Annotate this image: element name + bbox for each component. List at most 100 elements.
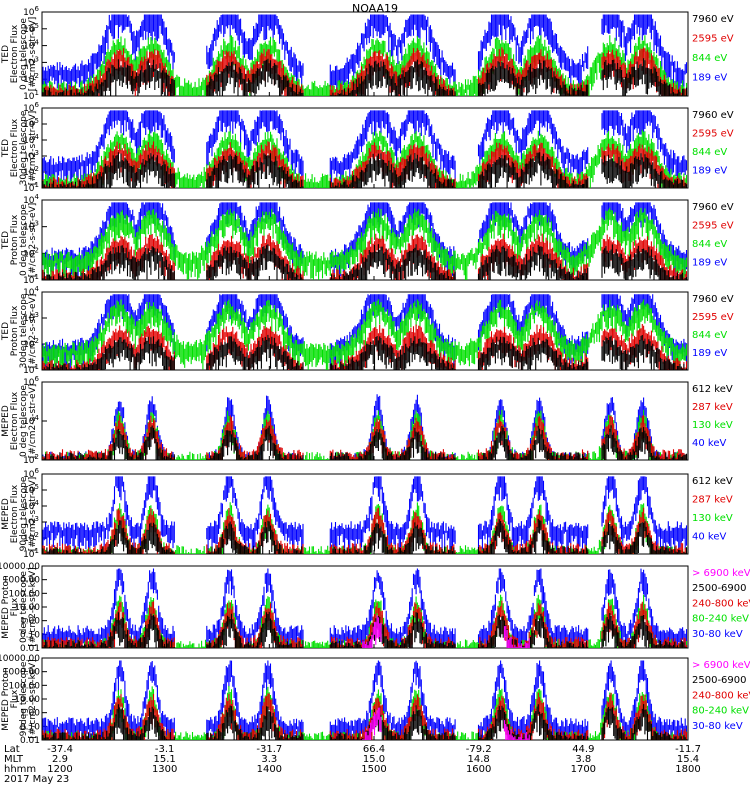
series-black xyxy=(42,58,688,96)
y-tick-label: 0.10 xyxy=(20,630,40,640)
y-tick-label: 0.01 xyxy=(20,644,40,654)
y-tick-label: 103 xyxy=(23,55,39,68)
x-tick-mlt: 15.1 xyxy=(154,754,176,765)
legend-entry: 189 eV xyxy=(692,258,727,269)
y-tick-label: 104 xyxy=(23,285,39,298)
y-tick-label: 103 xyxy=(23,515,39,528)
y-tick-label: 102 xyxy=(23,246,39,259)
y-tick-label: 102 xyxy=(23,337,39,350)
series-magenta xyxy=(362,707,530,740)
series-black xyxy=(42,611,688,648)
legend-entry: 844 eV xyxy=(692,53,727,64)
y-tick-label: 102 xyxy=(23,453,39,466)
y-axis-label-line: 30deg telescope xyxy=(19,293,29,368)
series-blue xyxy=(42,14,688,96)
legend-entry: 80-240 keV xyxy=(692,614,749,625)
y-tick-label: 106 xyxy=(23,375,39,388)
legend-entry: 612 keV xyxy=(692,384,733,395)
x-tick-hhmm: 1400 xyxy=(257,764,282,775)
legend-entry: 240-800 keV xyxy=(692,598,750,609)
panel-1: 101 102 103 104 105 106 TED Electron Flux 0 deg … xyxy=(1,5,734,102)
legend-entry: 844 eV xyxy=(692,147,727,158)
y-tick-label: 102 xyxy=(23,531,39,544)
x-tick-mlt: 3.8 xyxy=(575,754,591,765)
x-tick-hhmm: 1500 xyxy=(361,764,386,775)
y-tick-label: 10000.00 xyxy=(0,562,40,572)
panel-5: 102 104 106 MEPED Electron Flux 0 deg telesco… xyxy=(1,375,733,466)
x-row-label: MLT xyxy=(4,754,24,765)
panel-6: 101 102 103 104 105 106 MEPED Electron Flux 90de… xyxy=(1,467,733,560)
y-axis-label-line: Electron Flux xyxy=(10,484,20,543)
y-tick-label: 0.10 xyxy=(20,722,40,732)
y-axis-label-line: Proton Flux xyxy=(10,214,20,265)
y-axis-label-line: MEPED xyxy=(1,498,11,530)
series-black xyxy=(42,704,688,740)
y-tick-label: 101 xyxy=(23,89,39,102)
legend-entry: 2500-6900 xyxy=(692,583,747,594)
x-tick-lat: -11.7 xyxy=(675,744,701,755)
x-row-label: hhmm xyxy=(4,764,36,775)
y-axis-label-line: [#/cm2-s-str-eV] xyxy=(28,203,38,278)
y-axis-label-line: TED xyxy=(1,231,11,250)
y-tick-label: 101 xyxy=(23,273,39,286)
legend-entry: 30-80 keV xyxy=(692,721,743,732)
y-axis-label-line: Flux xyxy=(10,689,20,708)
y-tick-label: 103 xyxy=(23,311,39,324)
legend-entry: 240-800 keV xyxy=(692,690,750,701)
y-axis-label-line: Electron Flux xyxy=(10,24,20,83)
x-tick-lat: -3.1 xyxy=(155,744,175,755)
y-tick-label: 10.00 xyxy=(14,695,40,705)
y-axis-label-line: TED xyxy=(1,139,11,158)
x-tick-hhmm: 1700 xyxy=(571,764,596,775)
y-tick-label: 106 xyxy=(23,101,39,114)
x-row-label: Lat xyxy=(4,744,20,755)
y-tick-label: 1000.00 xyxy=(3,576,40,586)
legend-entry: 80-240 keV xyxy=(692,706,749,717)
y-axis-label-line: 90deg telescope xyxy=(19,476,29,551)
y-tick-label: 103 xyxy=(23,149,39,162)
y-tick-label: 100.00 xyxy=(9,589,41,599)
panel-frame xyxy=(41,381,689,461)
legend-entry: 130 keV xyxy=(692,420,733,431)
y-tick-label: 105 xyxy=(23,483,39,496)
y-axis-label-line: Proton Flux xyxy=(10,305,20,356)
y-tick-label: 104 xyxy=(23,414,39,427)
y-axis-label-line: Electron Flux xyxy=(10,391,20,450)
x-tick-hhmm: 1800 xyxy=(675,764,700,775)
y-axis-label-line: [#/cm2-s-str-eV] xyxy=(28,384,38,459)
panel-3: 101 102 103 104 TED Proton Flux 0 deg telescop… xyxy=(1,193,734,286)
legend-entry: 2595 eV xyxy=(692,34,734,45)
y-tick-label: 104 xyxy=(23,133,39,146)
y-tick-label: 1.00 xyxy=(20,709,40,719)
y-axis-label-line: 0 deg telescope xyxy=(19,571,29,643)
series-green xyxy=(42,207,688,280)
y-tick-label: 100.00 xyxy=(9,681,41,691)
legend-entry: > 6900 keV xyxy=(692,568,750,579)
legend-entry: 40 keV xyxy=(692,438,726,449)
y-tick-label: 104 xyxy=(23,193,39,206)
y-tick-label: 103 xyxy=(23,220,39,233)
series-blue xyxy=(42,476,688,554)
y-axis-label-line: [#/cm2-s-str-eV] xyxy=(28,111,38,186)
y-tick-label: 10.00 xyxy=(14,603,40,613)
x-tick-lat: -37.4 xyxy=(47,744,73,755)
x-tick-mlt: 15.0 xyxy=(363,754,385,765)
y-tick-label: 101 xyxy=(23,363,39,376)
y-tick-label: 106 xyxy=(23,467,39,480)
legend-entry: 287 keV xyxy=(692,402,733,413)
panel-2: 101 102 103 104 105 106 TED Electron Flux 30deg … xyxy=(1,101,734,194)
y-axis-label-line: TED xyxy=(1,322,11,341)
series-black xyxy=(42,425,688,460)
legend-entry: 40 keV xyxy=(692,532,726,543)
x-tick-hhmm: 1200 xyxy=(47,764,72,775)
legend-entry: 7960 eV xyxy=(692,202,734,213)
panel-frame xyxy=(41,199,689,281)
y-axis-label-line: [#/cm2-s-str-eV] xyxy=(28,294,38,369)
legend-entry: 7960 eV xyxy=(692,110,734,121)
legend-entry: > 6900 keV xyxy=(692,660,750,671)
legend-entry: 189 eV xyxy=(692,73,727,84)
legend-entry: 7960 eV xyxy=(692,14,734,25)
y-tick-label: 1000.00 xyxy=(3,668,40,678)
y-tick-label: 105 xyxy=(23,22,39,35)
